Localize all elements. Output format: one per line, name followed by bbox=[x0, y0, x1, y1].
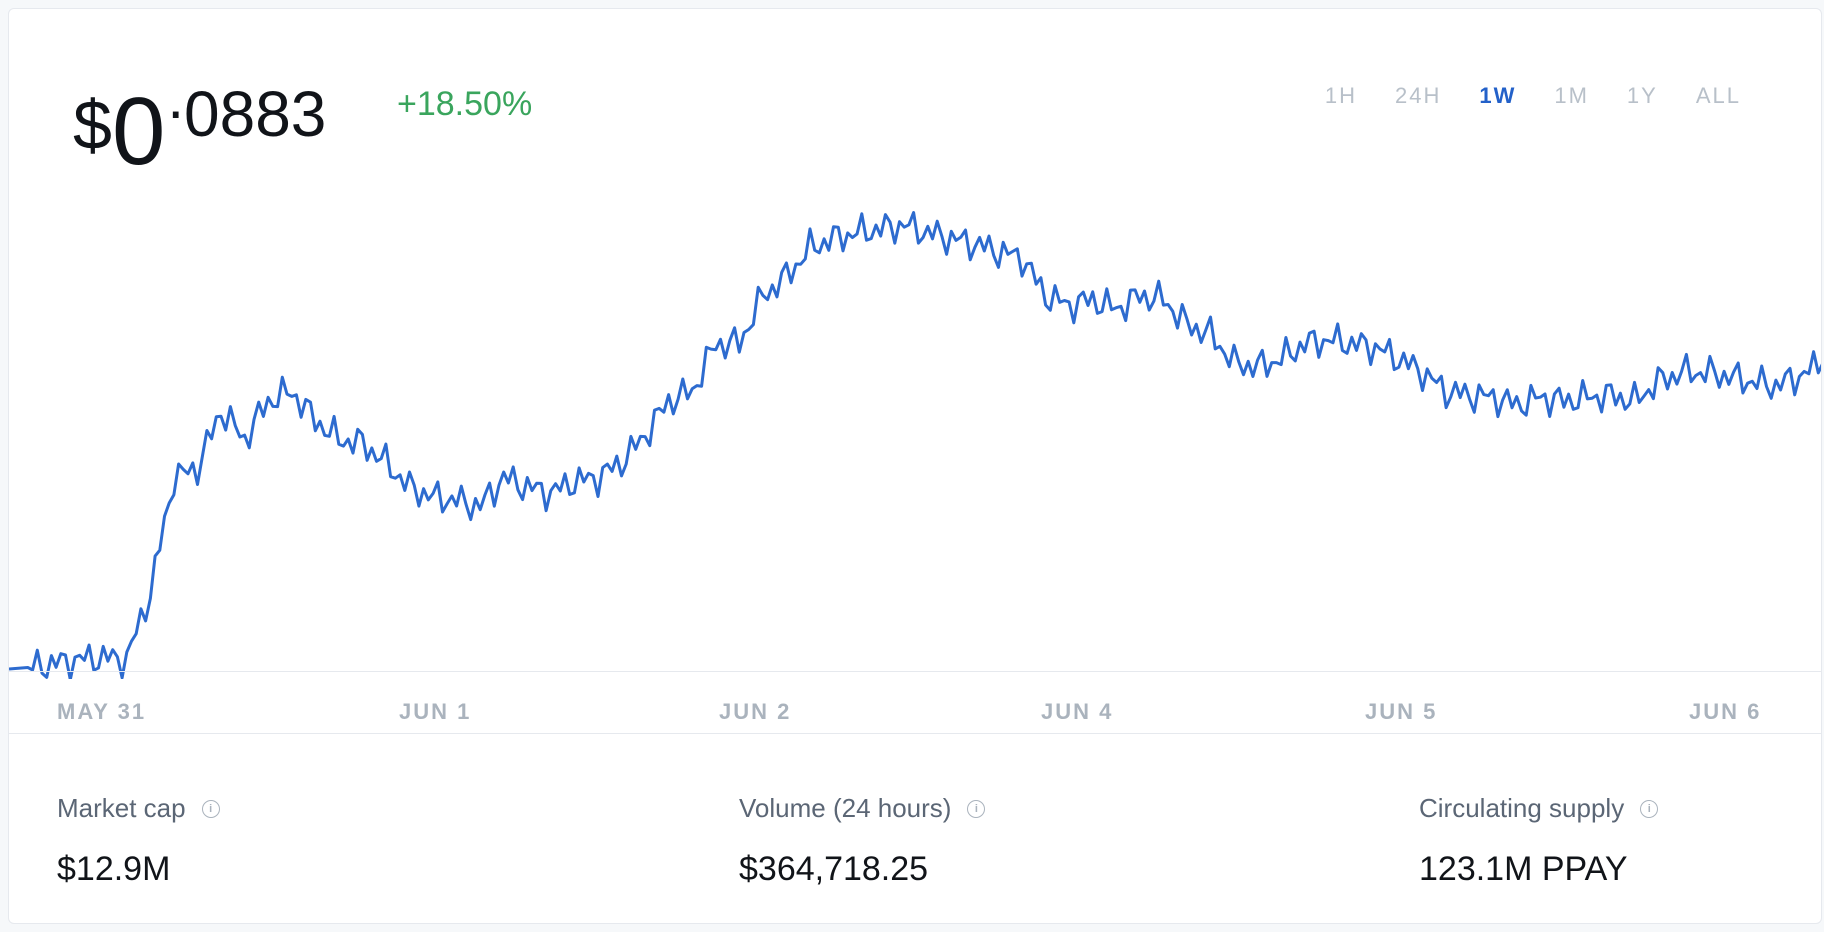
stat-market-cap-value: $12.9M bbox=[57, 850, 171, 888]
stat-supply-value: 123.1M PPAY bbox=[1419, 850, 1628, 888]
range-24h[interactable]: 24H bbox=[1395, 83, 1442, 108]
price-chart-card: $0.0883 +18.50% 1H 24H 1W 1M 1Y ALL MAY … bbox=[8, 8, 1822, 924]
time-range-selector: 1H 24H 1W 1M 1Y ALL bbox=[1287, 83, 1741, 109]
stat-volume-label: Volume (24 hours) bbox=[739, 793, 952, 823]
x-tick-may-31: MAY 31 bbox=[57, 699, 147, 724]
price-separator: . bbox=[167, 64, 184, 131]
x-tick-jun-4: JUN 4 bbox=[1041, 699, 1114, 724]
stat-volume: Volume (24 hours) i $364,718.25 bbox=[739, 793, 986, 889]
info-circle-icon[interactable]: i bbox=[201, 799, 220, 818]
stat-circulating-supply: Circulating supply i 123.1M PPAY bbox=[1419, 793, 1659, 889]
range-1m[interactable]: 1M bbox=[1554, 83, 1589, 108]
stat-volume-label-row: Volume (24 hours) i bbox=[739, 793, 986, 824]
stats-divider bbox=[9, 733, 1821, 734]
x-tick-jun-1: JUN 1 bbox=[399, 699, 472, 724]
price-line-chart[interactable] bbox=[9, 209, 1822, 679]
price-series-line bbox=[9, 211, 1821, 679]
range-1y[interactable]: 1Y bbox=[1626, 83, 1658, 108]
stat-supply-label: Circulating supply bbox=[1419, 793, 1625, 823]
info-circle-icon[interactable]: i bbox=[967, 799, 986, 818]
stat-market-cap-label-row: Market cap i bbox=[57, 793, 220, 824]
x-axis-labels: MAY 31 JUN 1 JUN 2 JUN 4 JUN 5 JUN 6 bbox=[9, 699, 1821, 729]
stat-supply-label-row: Circulating supply i bbox=[1419, 793, 1659, 824]
price-change: +18.50% bbox=[397, 85, 533, 123]
price-whole: 0 bbox=[111, 78, 166, 185]
x-tick-jun-5: JUN 5 bbox=[1365, 699, 1438, 724]
current-price: $0.0883 bbox=[73, 64, 327, 185]
stat-market-cap-label: Market cap bbox=[57, 793, 186, 823]
price-currency: $ bbox=[73, 86, 112, 164]
x-tick-jun-6: JUN 6 bbox=[1689, 699, 1762, 724]
stat-market-cap: Market cap i $12.9M bbox=[57, 793, 220, 889]
chart-baseline bbox=[9, 671, 1821, 672]
price-decimals: 0883 bbox=[184, 78, 327, 150]
info-circle-icon[interactable]: i bbox=[1640, 799, 1659, 818]
range-1h[interactable]: 1H bbox=[1324, 83, 1357, 108]
stat-volume-value: $364,718.25 bbox=[739, 850, 929, 888]
x-tick-jun-2: JUN 2 bbox=[719, 699, 792, 724]
range-all[interactable]: ALL bbox=[1695, 83, 1741, 108]
range-1w[interactable]: 1W bbox=[1479, 83, 1517, 108]
